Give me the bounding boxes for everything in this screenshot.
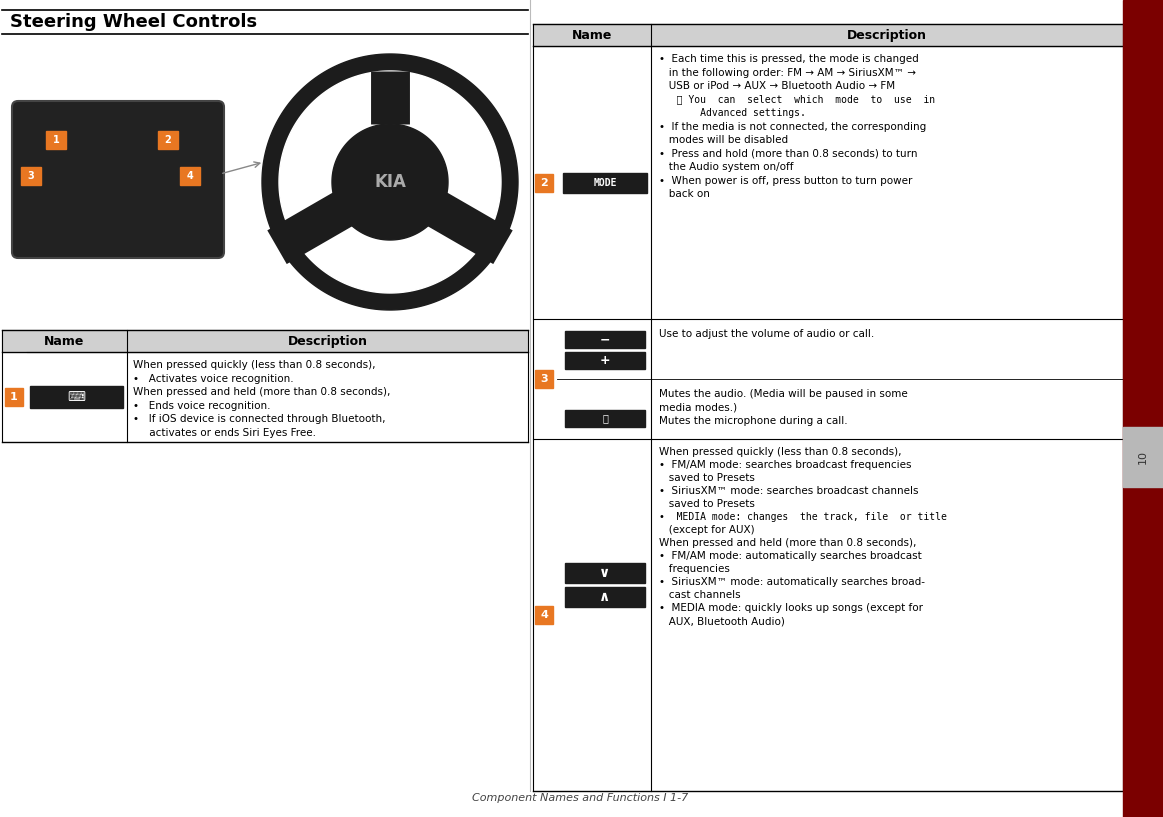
Text: Description: Description [847,29,927,42]
Text: Component Names and Functions I 1-7: Component Names and Functions I 1-7 [472,793,688,803]
Bar [565,587,645,607]
Text: ∧: ∧ [599,590,611,604]
Bar [2,330,528,352]
Bar [1123,0,1163,817]
Text: USB or iPod → AUX → Bluetooth Audio → FM: USB or iPod → AUX → Bluetooth Audio → FM [659,81,896,91]
Text: Description: Description [287,334,368,347]
Text: •  Each time this is pressed, the mode is changed: • Each time this is pressed, the mode is… [659,54,919,64]
Polygon shape [279,71,501,293]
Text: 3: 3 [540,374,548,384]
Text: When pressed quickly (less than 0.8 seconds),: When pressed quickly (less than 0.8 seco… [133,360,376,370]
Text: frequencies: frequencies [659,564,730,574]
Text: +: + [600,354,611,367]
Bar [0,39,530,327]
Bar [47,131,66,149]
Text: modes will be disabled: modes will be disabled [659,135,789,145]
Bar [565,331,645,348]
Bar [180,167,200,185]
Text: •  SiriusXM™ mode: searches broadcast channels: • SiriusXM™ mode: searches broadcast cha… [659,486,919,496]
Text: 2: 2 [540,177,548,187]
Text: •   Ends voice recognition.: • Ends voice recognition. [133,400,271,410]
Text: the Audio system on/off: the Audio system on/off [659,162,793,172]
Bar [563,172,647,193]
Bar [565,410,645,427]
Text: MODE: MODE [593,177,616,187]
Text: •   Activates voice recognition.: • Activates voice recognition. [133,373,293,383]
Text: 🔇: 🔇 [602,413,608,423]
Text: −: − [600,333,611,346]
Text: ∨: ∨ [599,566,611,580]
Bar [21,167,41,185]
Bar [5,388,23,406]
Text: When pressed and held (more than 0.8 seconds),: When pressed and held (more than 0.8 sec… [133,387,391,397]
Text: ⌨: ⌨ [67,391,86,404]
Bar [535,173,552,191]
Bar [565,563,645,583]
Text: •  When power is off, press button to turn power: • When power is off, press button to tur… [659,176,913,185]
Text: •  If the media is not connected, the corresponding: • If the media is not connected, the cor… [659,122,926,132]
Bar [158,131,178,149]
Text: •  MEDIA mode: changes  the track, file  or title: • MEDIA mode: changes the track, file or… [659,512,947,522]
Text: (except for AUX): (except for AUX) [659,525,755,535]
Text: •  FM/AM mode: automatically searches broadcast: • FM/AM mode: automatically searches bro… [659,551,922,561]
Text: When pressed quickly (less than 0.8 seconds),: When pressed quickly (less than 0.8 seco… [659,447,901,457]
Text: Name: Name [44,334,85,347]
Text: KIA: KIA [374,173,406,191]
Text: saved to Presets: saved to Presets [659,499,755,509]
Text: Name: Name [572,29,612,42]
Text: Mutes the microphone during a call.: Mutes the microphone during a call. [659,416,848,426]
Text: in the following order: FM → AM → SiriusXM™ →: in the following order: FM → AM → Sirius… [659,68,916,78]
Text: Steering Wheel Controls: Steering Wheel Controls [10,13,257,31]
Text: When pressed and held (more than 0.8 seconds),: When pressed and held (more than 0.8 sec… [659,538,916,548]
Text: 10: 10 [1139,450,1148,464]
Text: 4: 4 [186,171,193,181]
Bar [533,24,1123,46]
Bar [535,370,552,388]
Text: activates or ends Siri Eyes Free.: activates or ends Siri Eyes Free. [133,427,316,437]
Text: 3: 3 [28,171,35,181]
Polygon shape [262,54,518,310]
Text: •  FM/AM mode: searches broadcast frequencies: • FM/AM mode: searches broadcast frequen… [659,460,912,470]
Bar [30,386,123,408]
Bar [535,606,552,624]
FancyBboxPatch shape [12,101,224,258]
Text: •  MEDIA mode: quickly looks up songs (except for: • MEDIA mode: quickly looks up songs (ex… [659,603,923,613]
Text: Advanced settings.: Advanced settings. [659,108,806,118]
Text: •  Press and hold (more than 0.8 seconds) to turn: • Press and hold (more than 0.8 seconds)… [659,149,918,158]
Polygon shape [331,124,448,240]
Text: Use to adjust the volume of audio or call.: Use to adjust the volume of audio or cal… [659,329,875,339]
Text: Mutes the audio. (Media will be paused in some: Mutes the audio. (Media will be paused i… [659,389,908,399]
Text: ⓘ You  can  select  which  mode  to  use  in: ⓘ You can select which mode to use in [659,95,935,105]
Text: •  SiriusXM™ mode: automatically searches broad-: • SiriusXM™ mode: automatically searches… [659,577,925,587]
Text: 4: 4 [540,610,548,620]
Text: 2: 2 [165,135,171,145]
Text: cast channels: cast channels [659,590,741,600]
Text: 1: 1 [10,392,17,402]
Text: •   If iOS device is connected through Bluetooth,: • If iOS device is connected through Blu… [133,414,385,424]
Text: AUX, Bluetooth Audio): AUX, Bluetooth Audio) [659,616,785,626]
Text: saved to Presets: saved to Presets [659,473,755,483]
Bar [2,352,26,442]
Text: back on: back on [659,189,709,199]
Text: media modes.): media modes.) [659,403,737,413]
Bar [565,352,645,369]
Bar [1123,427,1163,487]
Text: 1: 1 [52,135,59,145]
